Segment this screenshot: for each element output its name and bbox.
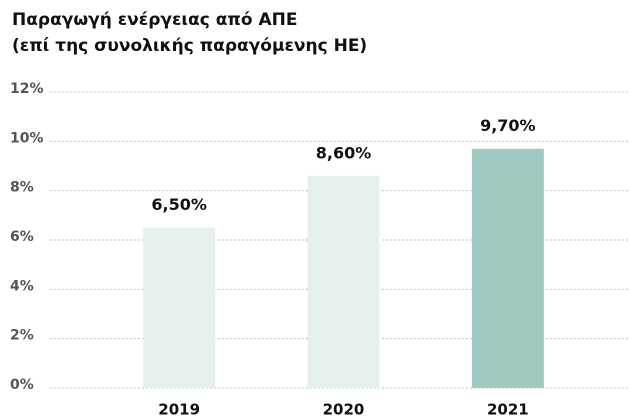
value-label: 6,50% <box>151 195 207 214</box>
bar <box>471 148 544 388</box>
y-tick-label: 0% <box>10 377 34 393</box>
bar <box>143 227 216 388</box>
y-tick-label: 12% <box>10 81 44 97</box>
value-label: 8,60% <box>316 143 372 162</box>
y-tick-label: 6% <box>10 229 34 245</box>
x-tick-label: 2019 <box>158 401 200 419</box>
chart-title: Παραγωγή ενέργειας από ΑΠΕ <box>12 10 297 30</box>
x-tick-label: 2020 <box>323 401 365 419</box>
y-tick-label: 4% <box>10 278 34 294</box>
value-label: 9,70% <box>480 116 536 135</box>
chart-subtitle: (επί της συνολικής παραγόμενης ΗΕ) <box>12 36 367 56</box>
y-tick-label: 10% <box>10 130 44 146</box>
x-tick-label: 2021 <box>487 401 529 419</box>
y-tick-label: 2% <box>10 328 34 344</box>
y-tick-label: 8% <box>10 180 34 196</box>
bar <box>307 175 380 388</box>
